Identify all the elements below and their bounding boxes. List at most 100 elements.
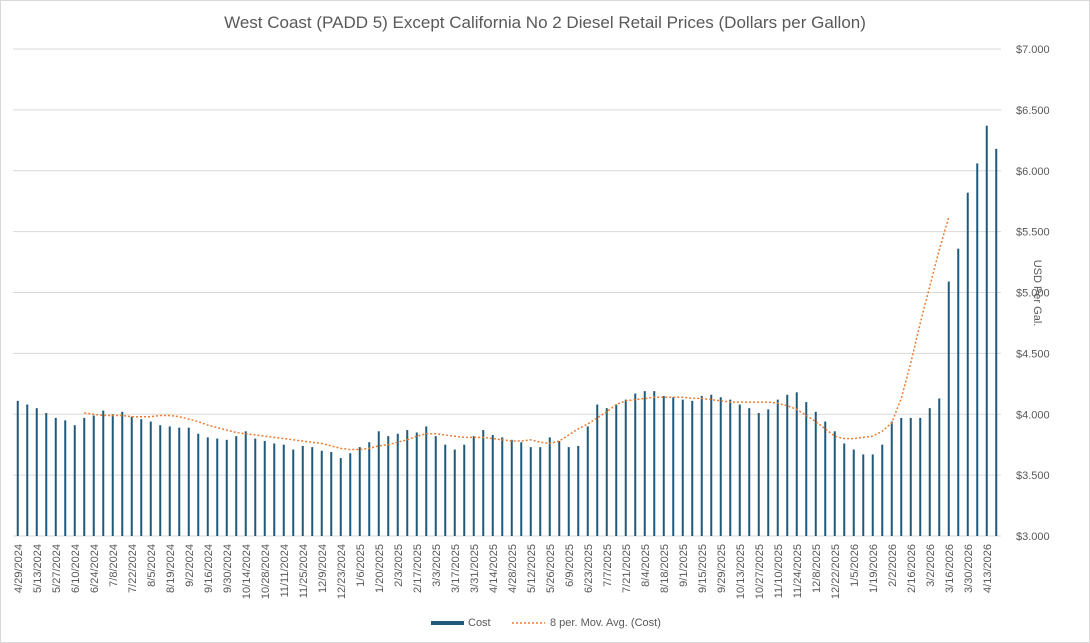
bar-cost bbox=[216, 438, 219, 536]
bar-cost bbox=[254, 438, 257, 536]
bar-cost bbox=[187, 427, 190, 536]
bar-cost bbox=[482, 430, 485, 536]
bar-cost bbox=[434, 436, 437, 536]
bar-cost bbox=[149, 421, 152, 536]
x-tick-label: 9/16/2024 bbox=[203, 544, 215, 593]
x-tick-label: 2/2/2026 bbox=[887, 544, 899, 587]
bar-cost bbox=[415, 432, 418, 536]
x-tick-label: 6/24/2024 bbox=[89, 544, 101, 593]
bar-cost bbox=[824, 421, 827, 536]
bar-cost bbox=[843, 443, 846, 536]
x-tick-label: 12/9/2024 bbox=[317, 544, 329, 593]
bar-cost bbox=[349, 453, 352, 536]
bar-cost bbox=[757, 413, 760, 536]
bar-cost bbox=[73, 425, 76, 536]
y-tick-label: $5.500 bbox=[1016, 227, 1050, 239]
bar-cost bbox=[700, 395, 703, 536]
legend-label-moving-average: 8 per. Mov. Avg. (Cost) bbox=[550, 617, 661, 629]
y-tick-label: $6.000 bbox=[1016, 166, 1050, 178]
bar-cost bbox=[852, 449, 855, 536]
y-tick-label: $3.000 bbox=[1016, 531, 1050, 543]
bar-cost bbox=[957, 248, 960, 537]
gridlines bbox=[13, 48, 1001, 537]
y-axis-ticks: $3.000 $3.500 $4.000 $4.500 $5.000 $5.500 $6.0… bbox=[1016, 44, 1050, 543]
bar-cost bbox=[786, 394, 789, 536]
bar-cost bbox=[795, 392, 798, 536]
x-tick-label: 10/14/2024 bbox=[241, 544, 253, 599]
bar-cost bbox=[54, 417, 57, 536]
bar-cost bbox=[938, 398, 941, 536]
bar-cost bbox=[634, 393, 637, 536]
bar-cost bbox=[339, 458, 342, 536]
x-tick-label: 12/8/2025 bbox=[811, 544, 823, 593]
bar-cost bbox=[140, 419, 143, 536]
x-tick-label: 1/19/2026 bbox=[868, 544, 880, 593]
bar-cost bbox=[662, 395, 665, 536]
x-tick-label: 5/13/2024 bbox=[32, 544, 44, 593]
x-tick-label: 7/8/2024 bbox=[108, 544, 120, 587]
x-tick-label: 5/27/2024 bbox=[51, 544, 63, 593]
y-tick-label: $4.500 bbox=[1016, 348, 1050, 360]
x-tick-label: 6/23/2025 bbox=[583, 544, 595, 593]
legend: Cost 8 per. Mov. Avg. (Cost) bbox=[431, 617, 661, 629]
x-tick-label: 9/30/2024 bbox=[222, 544, 234, 593]
bar-cost bbox=[596, 404, 599, 536]
bar-cost bbox=[691, 400, 694, 536]
bar-cost bbox=[425, 426, 428, 536]
bar-cost bbox=[320, 450, 323, 536]
x-tick-label: 10/28/2024 bbox=[260, 544, 272, 599]
bar-cost bbox=[947, 281, 950, 536]
x-tick-label: 6/9/2025 bbox=[564, 544, 576, 587]
bar-cost bbox=[586, 426, 589, 536]
bar-cost bbox=[292, 449, 295, 536]
legend-swatch-cost bbox=[431, 621, 464, 625]
legend-label-cost: Cost bbox=[468, 617, 491, 629]
x-tick-label: 2/17/2025 bbox=[412, 544, 424, 593]
x-tick-label: 11/10/2025 bbox=[773, 544, 785, 598]
bar-cost bbox=[35, 408, 38, 536]
bar-cost bbox=[928, 408, 931, 536]
bar-cost bbox=[539, 447, 542, 536]
bar-cost bbox=[406, 430, 409, 536]
y-axis-title: USD Per Gal. bbox=[1031, 260, 1043, 327]
x-tick-label: 2/16/2026 bbox=[906, 544, 918, 593]
x-tick-label: 10/27/2025 bbox=[754, 544, 766, 599]
y-tick-label: $4.000 bbox=[1016, 409, 1050, 421]
bar-cost bbox=[558, 441, 561, 536]
bar-cost bbox=[729, 399, 732, 536]
bar-cost bbox=[311, 447, 314, 536]
bar-cost bbox=[995, 148, 998, 536]
bar-cost bbox=[273, 443, 276, 536]
bar-cost bbox=[92, 415, 95, 536]
x-axis-ticks: 4/29/2024 5/13/2024 5/27/2024 6/10/2024 6/24… bbox=[13, 544, 994, 599]
x-tick-label: 9/2/2024 bbox=[184, 544, 196, 587]
bar-cost bbox=[672, 397, 675, 536]
bar-cost bbox=[748, 408, 751, 536]
x-tick-label: 11/24/2025 bbox=[792, 544, 804, 598]
bar-cost bbox=[282, 444, 285, 536]
bar-cost bbox=[45, 413, 48, 536]
bar-cost bbox=[529, 447, 532, 536]
x-tick-label: 5/26/2025 bbox=[545, 544, 557, 593]
bar-cost bbox=[520, 442, 523, 536]
bar-cost bbox=[358, 447, 361, 536]
x-tick-label: 1/5/2026 bbox=[849, 544, 861, 587]
bar-cost bbox=[225, 439, 228, 536]
bar-cost bbox=[624, 399, 627, 536]
bar-cost bbox=[985, 125, 988, 536]
bar-cost bbox=[881, 444, 884, 536]
bar-cost bbox=[510, 439, 513, 536]
bar-cost bbox=[197, 433, 200, 536]
bar-cost bbox=[168, 426, 171, 536]
x-tick-label: 12/23/2024 bbox=[336, 544, 348, 599]
bar-cost bbox=[681, 399, 684, 536]
x-tick-label: 4/14/2025 bbox=[488, 544, 500, 593]
bar-cost bbox=[719, 397, 722, 536]
x-tick-label: 3/30/2026 bbox=[963, 544, 975, 593]
x-tick-label: 4/29/2024 bbox=[13, 544, 25, 593]
bar-cost bbox=[605, 408, 608, 536]
bar-cost bbox=[178, 427, 181, 536]
bar-cost bbox=[301, 445, 304, 536]
